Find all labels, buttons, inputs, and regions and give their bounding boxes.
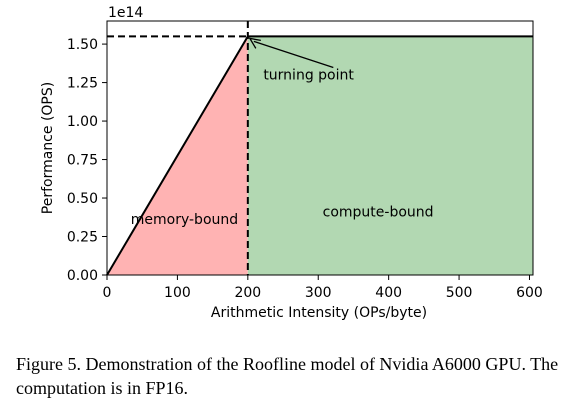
y-tick-label: 1.00 <box>67 114 98 130</box>
x-axis-label: Arithmetic Intensity (OPs/byte) <box>211 305 427 321</box>
y-tick-label: 1.25 <box>67 76 98 92</box>
figure-caption: Figure 5. Demonstration of the Roofline … <box>16 354 559 398</box>
compute-bound-region <box>247 36 533 276</box>
x-tick-label: 100 <box>164 285 191 301</box>
offset-label: 1e14 <box>108 5 143 21</box>
y-tick-label: 0.75 <box>67 153 98 169</box>
turning-point-arrow <box>253 40 334 69</box>
plot-frame <box>106 20 534 276</box>
x-tick-label: 200 <box>234 285 261 301</box>
x-tick-label: 600 <box>516 285 543 301</box>
roofline-line <box>106 35 533 276</box>
x-tick-label: 400 <box>375 285 402 301</box>
turning-point-label: turning point <box>263 67 354 83</box>
y-tick-label: 0.50 <box>67 191 98 207</box>
y-tick-label: 0.00 <box>67 268 98 284</box>
x-tick-label: 0 <box>103 285 112 301</box>
y-axis-label: Performance (OPS) <box>40 82 56 214</box>
y-tick-label: 1.50 <box>67 37 98 53</box>
y-tick-label: 0.25 <box>67 230 98 246</box>
compute-bound-label: compute-bound <box>323 205 434 221</box>
turning-point-arrowhead <box>248 37 261 49</box>
x-tick-label: 500 <box>446 285 473 301</box>
x-tick-label: 300 <box>305 285 332 301</box>
memory-bound-label: memory-bound <box>131 212 238 228</box>
